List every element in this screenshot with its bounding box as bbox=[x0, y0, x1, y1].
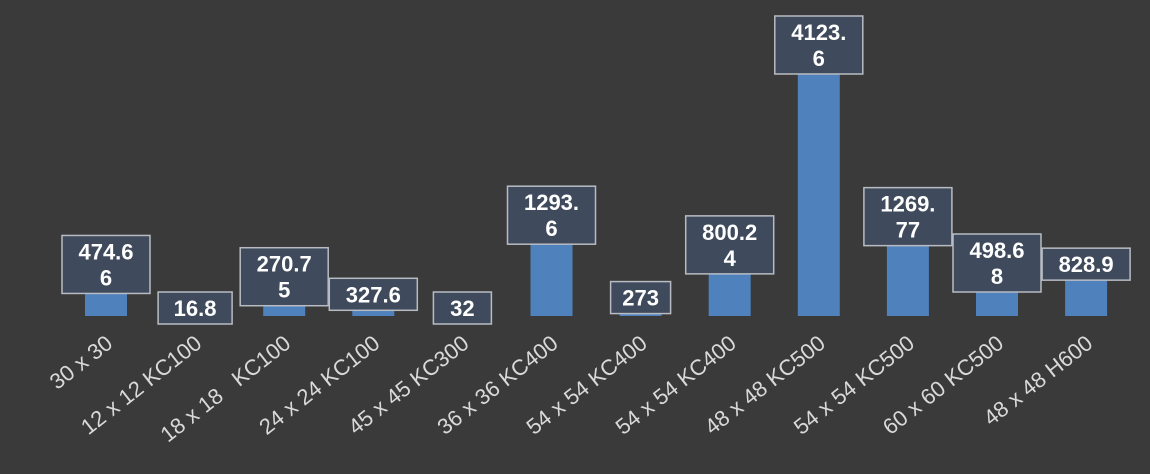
data-label-box bbox=[61, 234, 151, 295]
x-tick-label: 30 x 30 bbox=[45, 330, 117, 394]
data-label: 32 bbox=[450, 296, 474, 321]
data-label: 1293. 6 bbox=[524, 190, 579, 241]
data-label: 498.6 8 bbox=[969, 238, 1024, 289]
data-labels-layer: 474.6 6 16.8 270.7 5 327.6 32 1293. 6 273 800.2 4 41… bbox=[61, 15, 1131, 325]
bar bbox=[530, 238, 573, 316]
bar bbox=[797, 68, 840, 316]
data-label-box bbox=[609, 280, 672, 315]
data-label-box bbox=[863, 186, 953, 247]
data-label: 4123. 6 bbox=[791, 20, 846, 71]
data-label-box bbox=[1041, 247, 1131, 281]
data-label-box bbox=[432, 291, 493, 325]
data-label-box bbox=[774, 15, 864, 75]
data-label: 16.8 bbox=[174, 296, 217, 321]
bar bbox=[708, 267, 751, 316]
data-label: 327.6 bbox=[346, 282, 401, 307]
bar bbox=[886, 239, 929, 316]
data-label-box bbox=[506, 185, 597, 245]
data-label-box bbox=[684, 215, 775, 275]
data-label-box bbox=[952, 233, 1042, 293]
data-label: 800.2 4 bbox=[702, 220, 757, 271]
data-label-box bbox=[328, 277, 419, 312]
data-label-box bbox=[239, 246, 329, 307]
data-label: 474.6 6 bbox=[78, 239, 133, 290]
data-label: 270.7 5 bbox=[257, 252, 312, 303]
data-label: 1269. 77 bbox=[880, 192, 935, 243]
data-label: 273 bbox=[622, 286, 659, 311]
data-label-box bbox=[157, 291, 233, 325]
data-label: 828.9 bbox=[1059, 252, 1114, 277]
